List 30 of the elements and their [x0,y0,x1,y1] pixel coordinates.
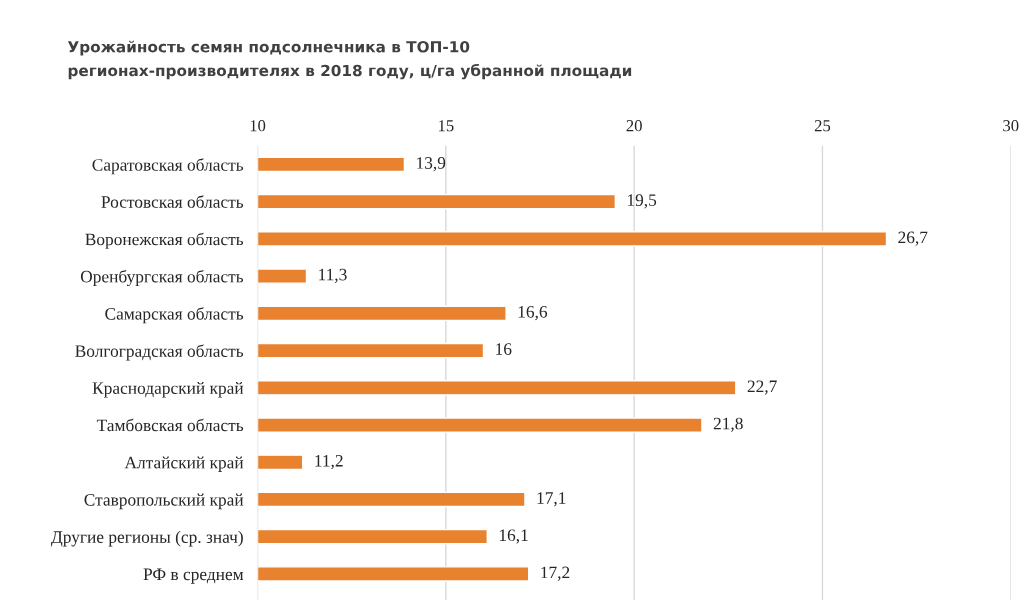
y-tick-label: Самарская область [105,307,244,324]
data-label: 16,1 [499,529,528,544]
data-label: 17,2 [541,566,570,581]
y-tick-label: Оренбургская область [80,269,244,287]
y-tick-label: Ростовская область [101,195,244,208]
y-tick-label: Алтайский край [124,456,244,472]
x-tick-label: 10 [250,120,266,132]
x-tick-label: 15 [438,120,454,132]
y-tick-label: Ставропольский край [84,493,244,510]
y-tick-label: Краснодарский край [92,381,244,398]
y-tick-label: Саратовская область [92,158,244,175]
data-label: 22,7 [747,380,777,395]
y-tick-label: Волгоградская область [75,344,244,361]
data-label: 21,8 [713,417,743,432]
data-label: 16 [496,343,512,355]
y-tick-label: Воронежская область [85,232,244,249]
data-label: 13,9 [417,157,446,172]
data-label: 26,7 [898,231,928,246]
data-label: 19,5 [627,194,657,209]
data-label: 17,1 [537,492,566,507]
y-tick-label: Другие регионы (ср. знач) [51,530,243,547]
x-tick-label: 20 [626,120,642,132]
y-tick-label: РФ в среднем [143,568,244,584]
y-tick-label: Тамбовская область [96,418,244,432]
data-label: 11,3 [319,268,347,283]
x-tick-label: 25 [814,120,831,132]
chart-title: Урожайность семян подсолнечника в ТОП-10 регионах-производителях в 2018 году, ц/га убранной площади [67,40,632,80]
x-tick-label: 30 [1003,120,1019,132]
data-label: 11,2 [315,454,343,470]
data-label: 16,6 [518,306,548,321]
